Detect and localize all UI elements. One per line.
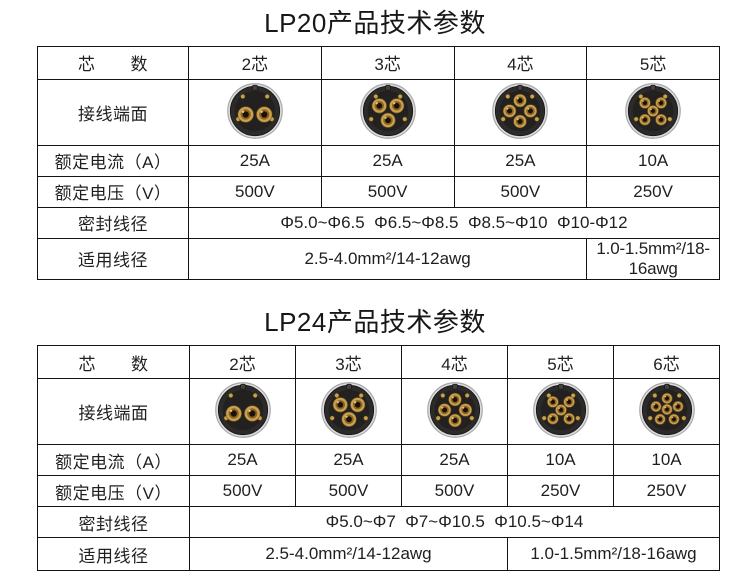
- lp24-section: LP24产品技术参数 芯 数 2芯 3芯 4芯 5芯 6芯 接线端面: [0, 280, 750, 571]
- lp20-core-count-row: 芯 数 2芯 3芯 4芯 5芯: [37, 45, 720, 80]
- lp24-wire-size-row: 适用线径 2.5-4.0mm²/14-12awg 1.0-1.5mm²/18-1…: [37, 537, 720, 571]
- lp24-core-count-header: 芯 数: [37, 345, 190, 379]
- lp20-rated-current-label: 额定电流（A）: [37, 144, 189, 177]
- lp24-seal-diameter-label: 密封线径: [37, 506, 190, 538]
- lp24-terminal-cell-4core: [401, 378, 508, 445]
- lp20-terminal-face-row: 接线端面: [37, 78, 720, 146]
- lp20-rated-voltage-row: 额定电压（V） 500V 500V 500V 250V: [37, 175, 720, 208]
- lp20-page-title: LP20产品技术参数: [264, 8, 486, 38]
- lp20-voltage-4core: 500V: [453, 175, 588, 208]
- connector-3pin-icon: [320, 381, 378, 439]
- lp20-col-4core: 4芯: [453, 45, 588, 80]
- lp24-rated-voltage-label: 额定电压（V）: [37, 475, 190, 507]
- lp24-col-2core: 2芯: [189, 345, 296, 379]
- connector-6pin-icon: [638, 381, 696, 439]
- lp20-terminal-cell-5core: [586, 78, 720, 146]
- connector-2pin-icon: [214, 381, 272, 439]
- lp20-seal-diameter-label: 密封线径: [37, 206, 189, 239]
- lp24-terminal-cell-6core: [613, 378, 720, 445]
- lp24-voltage-5core: 250V: [507, 475, 614, 507]
- connector-4pin-icon: [491, 82, 549, 140]
- lp24-col-4core: 4芯: [401, 345, 508, 379]
- lp24-wire-size-side-value: 1.0-1.5mm²/18-16awg: [507, 537, 720, 571]
- lp24-voltage-3core: 500V: [295, 475, 402, 507]
- lp24-col-6core: 6芯: [613, 345, 720, 379]
- lp24-voltage-2core: 500V: [189, 475, 296, 507]
- lp20-core-count-header: 芯 数: [37, 45, 189, 80]
- lp20-spec-table: 芯 数 2芯 3芯 4芯 5芯 接线端面 额定电流（A） 25A 25A 25A…: [37, 45, 720, 280]
- lp20-col-3core: 3芯: [320, 45, 455, 80]
- lp20-terminal-cell-4core: [453, 78, 588, 146]
- lp24-core-count-row: 芯 数 2芯 3芯 4芯 5芯 6芯: [37, 345, 720, 379]
- lp20-current-4core: 25A: [453, 144, 588, 177]
- connector-5pin-icon: [532, 381, 590, 439]
- lp20-current-5core: 10A: [586, 144, 720, 177]
- connector-5pin-icon: [624, 82, 682, 140]
- lp24-terminal-face-label: 接线端面: [37, 378, 190, 445]
- lp24-current-5core: 10A: [507, 444, 614, 476]
- lp20-rated-voltage-label: 额定电压（V）: [37, 175, 189, 208]
- lp20-col-2core: 2芯: [188, 45, 322, 80]
- lp24-seal-diameter-row: 密封线径 Φ5.0~Φ7 Φ7~Φ10.5 Φ10.5~Φ14: [37, 506, 720, 538]
- lp20-voltage-5core: 250V: [586, 175, 720, 208]
- lp24-col-3core: 3芯: [295, 345, 402, 379]
- lp24-wire-size-main-value: 2.5-4.0mm²/14-12awg: [189, 537, 508, 571]
- lp20-section: LP20产品技术参数 芯 数 2芯 3芯 4芯 5芯 接线端面 额定电流（A）: [0, 0, 750, 280]
- lp24-voltage-4core: 500V: [401, 475, 508, 507]
- lp24-current-4core: 25A: [401, 444, 508, 476]
- lp20-wire-size-label: 适用线径: [37, 237, 189, 280]
- lp20-terminal-cell-2core: [188, 78, 322, 146]
- lp24-rated-current-row: 额定电流（A） 25A 25A 25A 10A 10A: [37, 444, 720, 476]
- lp24-terminal-cell-5core: [507, 378, 614, 445]
- lp20-col-5core: 5芯: [586, 45, 720, 80]
- lp20-current-3core: 25A: [320, 144, 455, 177]
- lp20-wire-size-main-value: 2.5-4.0mm²/14-12awg: [187, 237, 588, 280]
- lp24-page-title: LP24产品技术参数: [264, 306, 486, 337]
- lp20-voltage-2core: 500V: [188, 175, 322, 208]
- lp20-wire-size-side-value: 1.0-1.5mm²/18-16awg: [586, 237, 720, 280]
- lp24-col-5core: 5芯: [507, 345, 614, 379]
- lp24-wire-size-label: 适用线径: [37, 537, 190, 571]
- lp20-seal-diameter-value: Φ5.0~Φ6.5 Φ6.5~Φ8.5 Φ8.5~Φ10 Φ10-Φ12: [188, 206, 720, 239]
- lp20-seal-diameter-row: 密封线径 Φ5.0~Φ6.5 Φ6.5~Φ8.5 Φ8.5~Φ10 Φ10-Φ1…: [37, 206, 720, 239]
- lp24-terminal-face-row: 接线端面: [37, 378, 720, 445]
- lp24-seal-diameter-value: Φ5.0~Φ7 Φ7~Φ10.5 Φ10.5~Φ14: [189, 506, 720, 538]
- lp24-terminal-cell-2core: [189, 378, 296, 445]
- lp24-rated-current-label: 额定电流（A）: [37, 444, 190, 476]
- lp20-rated-current-row: 额定电流（A） 25A 25A 25A 10A: [37, 144, 720, 177]
- lp24-current-6core: 10A: [613, 444, 720, 476]
- lp20-current-2core: 25A: [188, 144, 322, 177]
- lp24-current-3core: 25A: [295, 444, 402, 476]
- lp20-wire-size-row: 适用线径 2.5-4.0mm²/14-12awg 1.0-1.5mm²/18-1…: [37, 237, 720, 280]
- lp24-voltage-6core: 250V: [613, 475, 720, 507]
- lp24-current-2core: 25A: [189, 444, 296, 476]
- connector-2pin-icon: [226, 82, 284, 140]
- lp20-terminal-face-label: 接线端面: [37, 78, 189, 146]
- connector-4pin-icon: [426, 381, 484, 439]
- lp24-spec-table: 芯 数 2芯 3芯 4芯 5芯 6芯 接线端面 额定电流（A） 25A 25A …: [37, 345, 720, 571]
- lp20-terminal-cell-3core: [320, 78, 455, 146]
- lp20-voltage-3core: 500V: [320, 175, 455, 208]
- lp24-rated-voltage-row: 额定电压（V） 500V 500V 500V 250V 250V: [37, 475, 720, 507]
- connector-3pin-icon: [359, 82, 417, 140]
- lp24-terminal-cell-3core: [295, 378, 402, 445]
